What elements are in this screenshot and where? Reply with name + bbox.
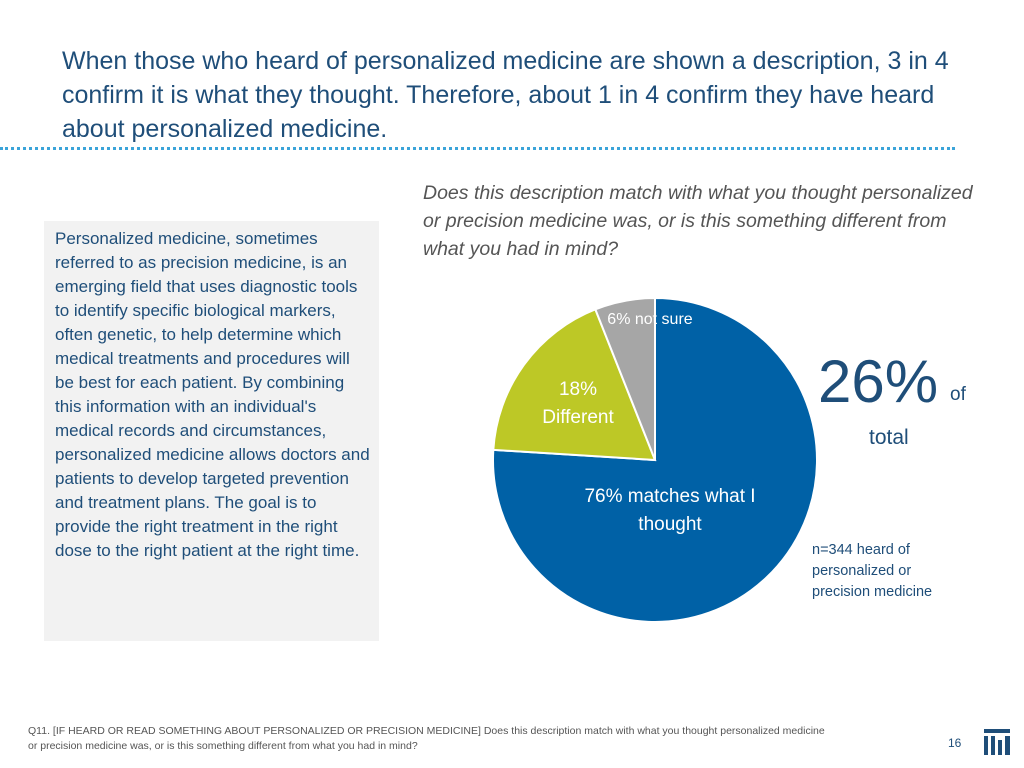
stat-percent: 26% xyxy=(818,348,939,415)
stat-total: total xyxy=(869,426,909,449)
stat-of: of xyxy=(950,384,966,405)
slide-title: When those who heard of personalized med… xyxy=(62,47,949,143)
description-box: Personalized medicine, sometimes referre… xyxy=(44,221,379,641)
title-divider xyxy=(0,147,955,150)
company-logo-icon xyxy=(984,729,1010,755)
chart-question: Does this description match with what yo… xyxy=(423,182,973,260)
slice-label-different: 18% Different xyxy=(542,379,614,428)
slice-label-matches: 76% matches what I thought xyxy=(584,486,756,535)
question-footnote: Q11. [IF HEARD OR READ SOMETHING ABOUT P… xyxy=(28,725,825,752)
slice-label-not-sure: 6% not sure xyxy=(607,311,693,328)
description-text: Personalized medicine, sometimes referre… xyxy=(55,229,370,560)
sample-size-note: n=344 heard of personalized or precision… xyxy=(812,542,933,600)
slice-not-sure xyxy=(594,296,656,461)
page-number: 16 xyxy=(948,736,962,750)
slice-different xyxy=(492,308,657,462)
